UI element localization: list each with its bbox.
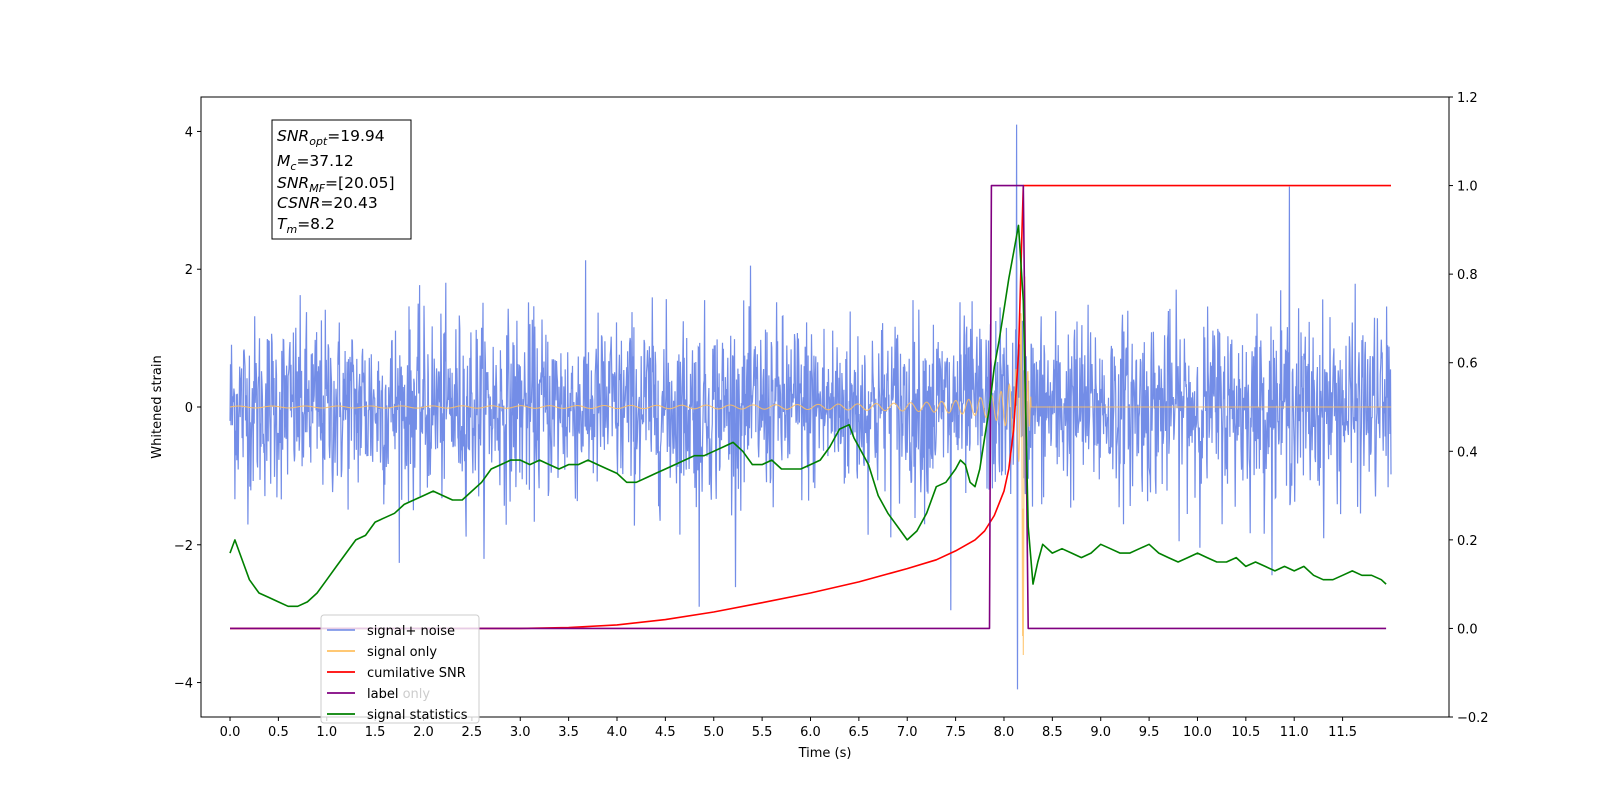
annotation-symbol: T <box>277 215 288 233</box>
x-tick-label: 5.0 <box>703 725 724 740</box>
x-tick-label: 7.5 <box>945 725 966 740</box>
y2-tick-label: 0.8 <box>1457 268 1478 283</box>
x-tick-label: 5.5 <box>752 725 773 740</box>
x-tick-label: 0.0 <box>220 725 241 740</box>
x-tick-label: 7.0 <box>897 725 918 740</box>
annotation-subscript: MF <box>309 182 325 195</box>
series-signal-statistics <box>229 224 1387 608</box>
x-tick-label: 8.5 <box>1042 725 1063 740</box>
x-axis: 0.0 0.5 1.0 1.5 2.0 2.5 3.0 3.5 4.0 4.5 5.0 5.5 6.0 6… <box>220 717 1357 740</box>
x-axis-title: Time (s) <box>798 746 852 761</box>
x-tick-label: 2.5 <box>462 725 483 740</box>
x-tick-label: 1.0 <box>316 725 337 740</box>
legend-label: label <box>367 687 398 702</box>
x-tick-label: 6.5 <box>849 725 870 740</box>
annotation-subscript: m <box>286 223 297 236</box>
annotation-value: =20.43 <box>320 194 377 212</box>
y-tick-label: −4 <box>174 677 193 692</box>
y2-tick-label: 0.4 <box>1457 445 1478 460</box>
annotation-value: =19.94 <box>327 127 384 145</box>
x-tick-label: 9.0 <box>1090 725 1111 740</box>
annotation-subscript: opt <box>309 135 328 148</box>
annotation-value: =[20.05] <box>325 174 394 192</box>
y2-tick-label: −0.2 <box>1457 711 1489 726</box>
annotation-line: CSNR=20.43 <box>277 194 378 212</box>
legend-label: signal statistics <box>367 708 468 723</box>
legend-label: signal+ noise <box>367 624 455 639</box>
legend-label: cumilative SNR <box>367 666 466 681</box>
annotation-line: SNRopt=19.94 <box>277 127 385 148</box>
annotation-line: Mc=37.12 <box>277 152 354 173</box>
x-tick-label: 4.0 <box>607 725 628 740</box>
series-label <box>230 184 1387 630</box>
y-tick-label: 4 <box>185 125 193 140</box>
x-tick-label: 6.0 <box>800 725 821 740</box>
annotation-value: =37.12 <box>296 152 353 170</box>
legend-label: signal only <box>367 645 437 660</box>
x-tick-label: 11.5 <box>1328 725 1357 740</box>
x-tick-label: 0.5 <box>268 725 289 740</box>
y-tick-label: −2 <box>174 539 193 554</box>
y-axis-right: −0.2 0.0 0.2 0.4 0.6 0.8 1.0 1.2 <box>1449 91 1489 726</box>
y2-tick-label: 0.6 <box>1457 357 1478 372</box>
x-tick-label: 4.5 <box>655 725 676 740</box>
x-tick-label: 10.5 <box>1231 725 1260 740</box>
y-tick-label: 0 <box>185 401 193 416</box>
series-layer <box>229 124 1392 690</box>
x-tick-label: 8.0 <box>994 725 1015 740</box>
annotation-line: Tm=8.2 <box>277 215 335 236</box>
x-tick-label: 10.0 <box>1183 725 1212 740</box>
annotation-symbol: SNR <box>277 127 309 145</box>
legend-frame <box>320 614 480 724</box>
x-tick-label: 11.0 <box>1280 725 1309 740</box>
annotation-symbol: M <box>277 152 290 170</box>
series-cumulative-snr <box>230 184 1391 630</box>
y-axis-left: −4 −2 0 2 4 <box>174 125 201 692</box>
x-tick-label: 3.5 <box>558 725 579 740</box>
annotation-line: SNRMF=[20.05] <box>277 174 395 195</box>
y2-tick-label: 1.0 <box>1457 180 1478 195</box>
series-signal-only <box>229 276 1391 656</box>
annotation-symbol: SNR <box>277 174 309 192</box>
y-tick-label: 2 <box>185 263 193 278</box>
x-tick-label: 9.5 <box>1139 725 1160 740</box>
annotation-value: =8.2 <box>297 215 335 233</box>
annotation-box: SNRopt=19.94Mc=37.12SNRMF=[20.05]CSNR=20… <box>271 119 412 240</box>
annotation-symbol: CSNR <box>277 194 320 212</box>
annotation-subscript: c <box>290 160 296 173</box>
legend: signal+ noise signal only cumilative SNR si… <box>320 614 480 724</box>
y-axis-title: Whitened strain <box>150 355 165 458</box>
series-signal-noise <box>229 124 1392 690</box>
y2-tick-label: 0.0 <box>1457 622 1478 637</box>
x-tick-label: 1.5 <box>365 725 386 740</box>
y2-tick-label: 0.2 <box>1457 534 1478 549</box>
x-tick-label: 2.0 <box>413 725 434 740</box>
legend-label-faded: label only <box>367 687 430 702</box>
y2-tick-label: 1.2 <box>1457 91 1478 106</box>
x-tick-label: 3.0 <box>510 725 531 740</box>
